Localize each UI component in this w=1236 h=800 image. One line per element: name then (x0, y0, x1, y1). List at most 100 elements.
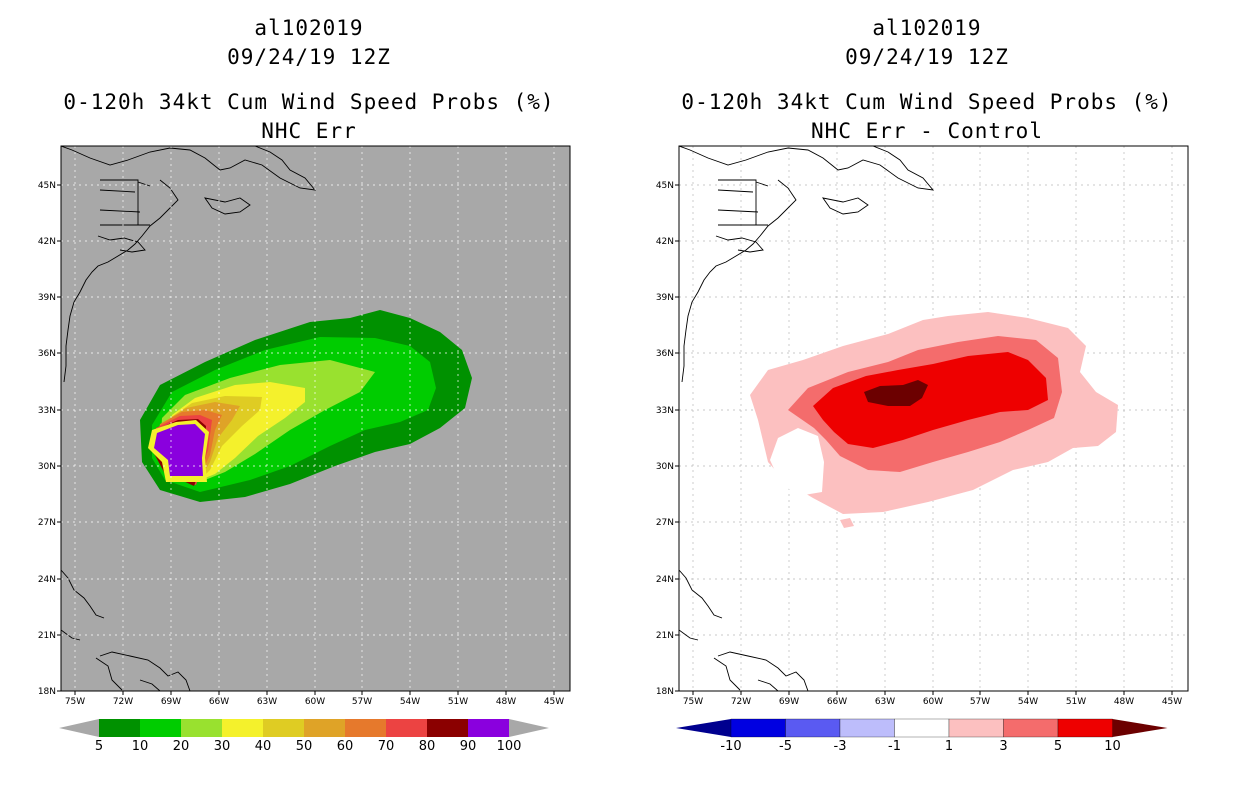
lat-tick-label: 45N (656, 181, 674, 191)
colorbar-box (1003, 718, 1059, 738)
axis-ticks: 45N 42N 39N 36N 33N 30N 27N 24N 21N 18N 75W 72W 69W 6… (656, 181, 1182, 707)
forecast-datetime: 09/24/19 12Z (227, 45, 391, 69)
lon-tick-label: 66W (209, 697, 229, 707)
lon-tick-label: 69W (161, 697, 181, 707)
colorbar-label: 5 (95, 739, 103, 754)
colorbar-label: 80 (419, 739, 436, 754)
lon-tick-label: 54W (1018, 697, 1038, 707)
product-title: 0-120h 34kt Cum Wind Speed Probs (%) (681, 90, 1173, 114)
colorbar-box (948, 718, 1004, 738)
colorbar-label: -3 (834, 739, 847, 754)
lat-tick-label: 18N (656, 687, 674, 697)
lon-tick-label: 66W (827, 697, 847, 707)
lon-tick-label: 69W (779, 697, 799, 707)
lat-tick-label: 33N (38, 406, 56, 416)
colorbar-box (468, 719, 509, 737)
lat-tick-label: 24N (656, 575, 674, 585)
colorbar-box (345, 719, 386, 737)
lon-tick-label: 63W (875, 697, 895, 707)
colorbar-box (894, 718, 950, 738)
lon-tick-label: 48W (496, 697, 516, 707)
lat-tick-label: 21N (38, 631, 56, 641)
lat-tick-label: 30N (656, 462, 674, 472)
right-panel: al102019 09/24/19 12Z 0-120h 34kt Cum Wi… (618, 0, 1236, 800)
coastlines (61, 146, 317, 691)
colorbar-box (263, 719, 304, 737)
lat-tick-label: 39N (38, 293, 56, 303)
colorbar-label: -10 (720, 739, 741, 754)
lat-tick-label: 18N (38, 687, 56, 697)
panel-subtitle: NHC Err - Control (811, 119, 1043, 143)
colorbar-label: 70 (378, 739, 395, 754)
difference-map: 45N 42N 39N 36N 33N 30N 27N 24N 21N 18N 75W 72W 69W 6… (656, 145, 1189, 754)
contour-100 (154, 424, 205, 476)
lon-tick-label: 45W (1162, 697, 1182, 707)
storm-id: al102019 (872, 16, 982, 40)
lon-tick-label: 51W (1066, 697, 1086, 707)
colorbar-label: 1 (945, 739, 953, 754)
colorbar-label: -1 (888, 739, 901, 754)
colorbar-box (99, 719, 140, 737)
spot-1-to-3 (840, 518, 854, 528)
lon-tick-label: 63W (257, 697, 277, 707)
colorbar-box (181, 719, 222, 737)
lon-tick-label: 60W (305, 697, 325, 707)
lat-tick-label: 33N (656, 406, 674, 416)
lat-tick-label: 45N (38, 181, 56, 191)
forecast-datetime: 09/24/19 12Z (845, 45, 1009, 69)
lat-tick-label: 27N (38, 518, 56, 528)
lat-tick-label: 21N (656, 631, 674, 641)
colorbar-label: 60 (337, 739, 354, 754)
colorbar-label: 50 (296, 739, 313, 754)
lon-tick-label: 51W (448, 697, 468, 707)
probability-map: 45N 42N 39N 36N 33N 30N 27N 24N 21N 18N 75W 72W 69W 6… (38, 145, 571, 754)
colorbar-box (427, 719, 468, 737)
colorbar-box (304, 719, 345, 737)
lon-tick-label: 54W (400, 697, 420, 707)
colorbar-box (140, 719, 181, 737)
contour-5-to-10 (813, 352, 1048, 448)
difference-contours (750, 312, 1118, 528)
colorbar-under-triangle (676, 719, 731, 737)
colorbar-box (839, 718, 895, 738)
lon-tick-label: 48W (1114, 697, 1134, 707)
colorbar-label: 5 (1054, 739, 1062, 754)
colorbar-label: 10 (132, 739, 149, 754)
colorbar-under-triangle (59, 719, 99, 737)
colorbar-box (730, 718, 786, 738)
colorbar-over-triangle (1112, 719, 1168, 737)
contour-over-10 (864, 380, 928, 406)
lat-tick-label: 42N (38, 237, 56, 247)
colorbar-label: 20 (173, 739, 190, 754)
colorbar-label: 30 (214, 739, 231, 754)
colorbar-box (785, 718, 841, 738)
colorbar: -10 -5 -3 -1 1 3 5 10 (676, 718, 1168, 754)
colorbar-label: 10 (1104, 739, 1121, 754)
colorbar-label: -5 (779, 739, 792, 754)
lon-tick-label: 72W (113, 697, 133, 707)
lat-tick-label: 39N (656, 293, 674, 303)
colorbar-box (386, 719, 427, 737)
colorbar-label: 40 (255, 739, 272, 754)
colorbar: 5 10 20 30 40 50 60 70 80 90 100 (59, 719, 549, 754)
coastlines (679, 146, 935, 691)
lon-tick-label: 72W (731, 697, 751, 707)
lon-tick-label: 45W (544, 697, 564, 707)
storm-id: al102019 (254, 16, 364, 40)
lon-tick-label: 57W (970, 697, 990, 707)
colorbar-label: 3 (999, 739, 1007, 754)
lon-tick-label: 75W (65, 697, 85, 707)
panel-subtitle: NHC Err (261, 119, 357, 143)
colorbar-box (1057, 718, 1113, 738)
probability-contours (140, 310, 472, 502)
hole-white (770, 428, 824, 496)
lat-tick-label: 36N (38, 349, 56, 359)
lon-tick-label: 60W (923, 697, 943, 707)
graticule (61, 146, 570, 691)
lon-tick-label: 75W (683, 697, 703, 707)
left-panel: al102019 09/24/19 12Z 0-120h 34kt Cum Wi… (38, 16, 571, 754)
lat-tick-label: 24N (38, 575, 56, 585)
lat-tick-label: 27N (656, 518, 674, 528)
colorbar-over-triangle (509, 719, 549, 737)
colorbar-label: 90 (460, 739, 477, 754)
